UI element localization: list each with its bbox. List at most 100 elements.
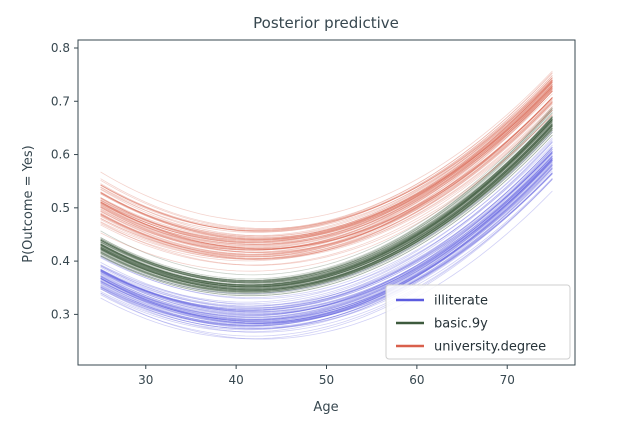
posterior-sample-line	[100, 123, 553, 292]
legend: illiterate basic.9y university.degree	[385, 284, 571, 360]
posterior-sample-line	[100, 115, 553, 283]
posterior-sample-line	[100, 158, 553, 315]
axes-layer: 30 40 50 60 70 0.3 0.4 0.5 0.6 0.7 0.8	[51, 39, 576, 387]
posterior-sample-line	[100, 123, 553, 288]
posterior-sample-line	[100, 179, 553, 333]
posterior-sample-line	[100, 158, 553, 321]
posterior-sample-line	[100, 112, 553, 283]
posterior-mean-line	[100, 90, 553, 258]
posterior-sample-line	[100, 85, 553, 242]
posterior-sample-line	[100, 173, 553, 325]
posterior-sample-line	[100, 87, 553, 248]
posterior-sample-line	[100, 89, 553, 241]
x-axis-label: Age	[313, 400, 338, 415]
posterior-sample-line	[100, 103, 553, 258]
posterior-sample-line	[100, 107, 553, 259]
posterior-sample-line	[100, 155, 553, 313]
posterior-sample-line	[100, 129, 553, 291]
posterior-sample-line	[100, 102, 553, 254]
posterior-mean-line	[100, 148, 553, 316]
posterior-sample-line	[100, 127, 553, 291]
posterior-sample-line	[100, 117, 553, 288]
posterior-sample-line	[100, 82, 553, 243]
posterior-sample-line	[100, 114, 553, 266]
posterior-sample-line	[100, 144, 553, 300]
posterior-sample-line	[100, 125, 553, 294]
posterior-sample-line	[100, 121, 553, 286]
y-tick-label: 0.4	[51, 254, 70, 268]
curves-layer	[100, 70, 553, 340]
posterior-sample-line	[100, 123, 553, 287]
posterior-sample-line	[100, 115, 553, 286]
posterior-sample-line	[100, 149, 553, 311]
posterior-sample-line	[100, 106, 553, 276]
posterior-sample-line	[100, 100, 553, 250]
legend-label-university-degree: university.degree	[434, 340, 546, 355]
posterior-sample-line	[100, 178, 553, 340]
chart-title: Posterior predictive	[253, 14, 399, 32]
posterior-sample-line	[100, 139, 553, 299]
posterior-sample-line	[100, 108, 553, 282]
posterior-sample-line	[100, 128, 553, 291]
posterior-sample-line	[100, 119, 553, 288]
posterior-sample-line	[100, 118, 553, 286]
posterior-sample-line	[100, 130, 553, 294]
posterior-sample-line	[100, 90, 553, 251]
posterior-sample-line	[100, 132, 553, 295]
posterior-sample-line	[100, 125, 553, 291]
posterior-sample-line	[100, 172, 553, 330]
legend-box	[385, 284, 571, 360]
posterior-sample-line	[100, 119, 553, 288]
posterior-mean-line	[100, 79, 553, 247]
posterior-sample-line	[100, 98, 553, 250]
posterior-sample-line	[100, 101, 553, 259]
posterior-sample-line	[100, 107, 553, 280]
posterior-mean-line	[100, 116, 553, 282]
posterior-sample-line	[100, 77, 553, 232]
posterior-sample-line	[100, 119, 553, 286]
posterior-mean-line	[100, 123, 553, 288]
posterior-sample-line	[100, 151, 553, 311]
posterior-sample-line	[100, 101, 553, 250]
posterior-sample-line	[100, 163, 553, 326]
posterior-sample-line	[100, 157, 553, 313]
posterior-sample-line	[100, 81, 553, 242]
posterior-sample-line	[100, 167, 553, 330]
legend-label-basic-9y: basic.9y	[434, 317, 488, 332]
posterior-sample-line	[100, 79, 553, 240]
posterior-sample-line	[100, 163, 553, 327]
x-tick-label: 50	[319, 373, 334, 387]
posterior-sample-line	[100, 93, 553, 245]
posterior-sample-line	[100, 110, 553, 282]
posterior-sample-line	[100, 85, 553, 239]
posterior-sample-line	[100, 119, 553, 284]
posterior-sample-line	[100, 134, 553, 297]
posterior-sample-line	[100, 75, 553, 231]
posterior-sample-line	[100, 115, 553, 286]
posterior-mean-line	[100, 153, 553, 320]
posterior-sample-line	[100, 137, 553, 303]
posterior-sample-line	[100, 146, 553, 310]
posterior-sample-line	[100, 165, 553, 331]
posterior-sample-line	[100, 118, 553, 287]
posterior-sample-line	[100, 79, 553, 229]
posterior-sample-line	[100, 80, 553, 243]
posterior-sample-line	[100, 147, 553, 307]
y-tick-label: 0.6	[51, 148, 70, 162]
posterior-sample-line	[100, 117, 553, 283]
posterior-sample-line	[100, 128, 553, 293]
posterior-sample-line	[100, 109, 553, 260]
posterior-sample-line	[100, 131, 553, 294]
x-tick-label: 40	[228, 373, 243, 387]
posterior-sample-line	[100, 84, 553, 245]
posterior-sample-line	[100, 97, 553, 256]
posterior-sample-line	[100, 172, 553, 324]
posterior-mean-line	[100, 150, 553, 318]
posterior-sample-line	[100, 155, 553, 321]
posterior-sample-line	[100, 165, 553, 324]
y-tick-label: 0.8	[51, 41, 70, 55]
x-tick-label: 30	[138, 373, 153, 387]
posterior-sample-line	[100, 172, 553, 323]
posterior-sample-line	[100, 164, 553, 321]
